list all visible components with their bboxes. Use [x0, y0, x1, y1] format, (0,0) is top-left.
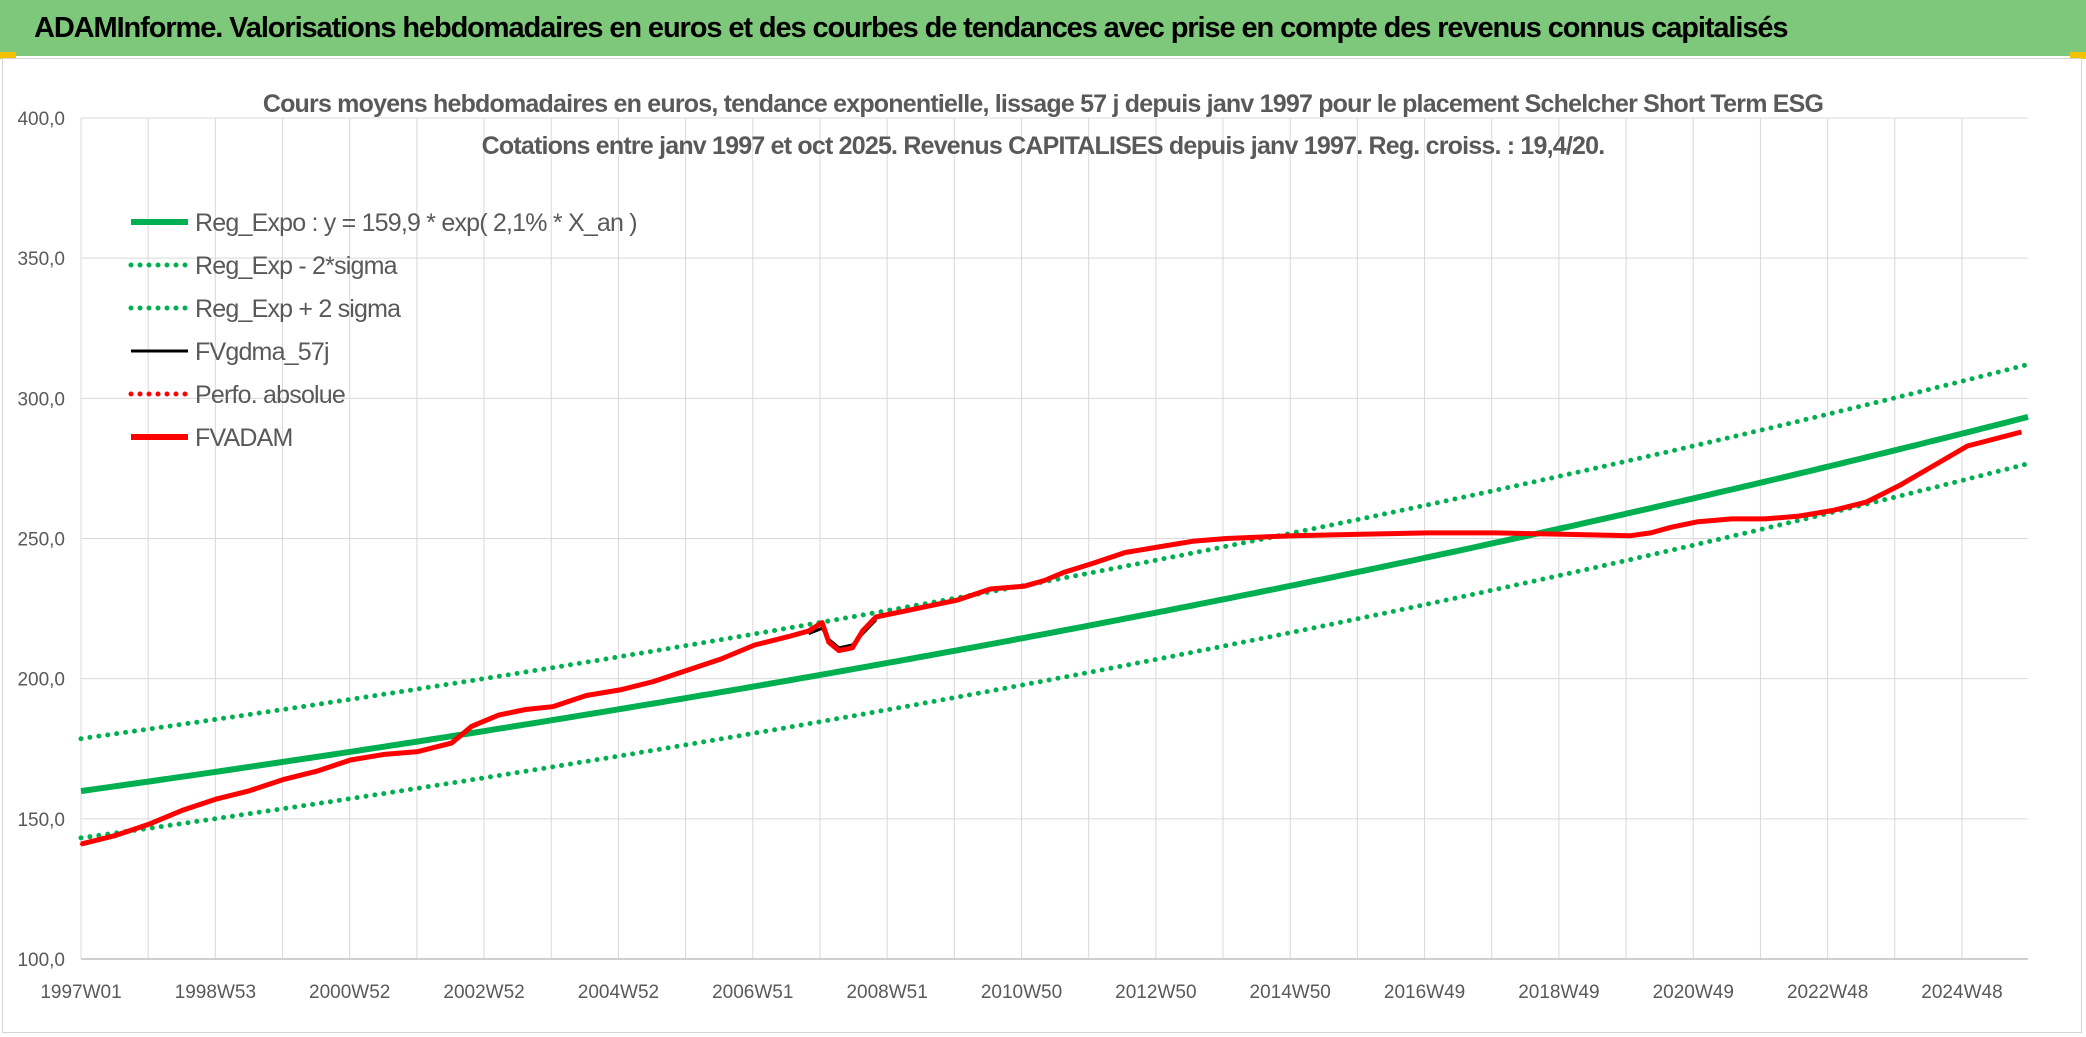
legend-label-perfo: Perfo. absolue — [195, 381, 345, 409]
series-lines — [78, 362, 2031, 847]
axis-labels: 100,0 150,0 200,0 250,0 300,0 350,0 400,0 1997W… — [17, 109, 2002, 1003]
perfo-absolue-line — [79, 430, 2023, 846]
reg-expo-line — [80, 413, 2029, 795]
banner-title: ADAMInforme. Valorisations hebdomadaires… — [34, 11, 1789, 44]
legend-label-reg_expo: Reg_Expo : y = 159,9 * exp( 2,1% * X_an … — [195, 209, 637, 237]
legend-label-fvgdma: FVgdma_57j — [195, 338, 329, 366]
chart-title-line-1: Cours moyens hebdomadaires en euros, ten… — [263, 90, 1823, 118]
x-tick-label: 2010W50 — [981, 982, 1062, 1003]
y-tick-label: 300,0 — [17, 389, 65, 410]
legend-label-fvadam: FVADAM — [195, 424, 293, 452]
x-tick-label: 2024W48 — [1921, 982, 2002, 1003]
x-tick-label: 2022W48 — [1787, 982, 1868, 1003]
x-tick-label: 2008W51 — [846, 982, 927, 1003]
x-tick-label: 2000W52 — [309, 982, 390, 1003]
x-tick-label: 2002W52 — [443, 982, 524, 1003]
chart-frame — [2, 58, 2082, 1033]
reg-exp-plus-2sigma-line — [78, 362, 2031, 742]
banner-corner-right — [2070, 52, 2086, 59]
y-tick-label: 350,0 — [17, 249, 65, 270]
x-tick-label: 2004W52 — [578, 982, 659, 1003]
x-tick-label: 2014W50 — [1250, 982, 1331, 1003]
report-banner: ADAMInforme. Valorisations hebdomadaires… — [0, 0, 2086, 56]
gridlines — [80, 117, 2028, 960]
x-tick-label: 1997W01 — [40, 982, 121, 1003]
legend-label-reg_minus: Reg_Exp - 2*sigma — [195, 252, 398, 280]
x-tick-label: 1998W53 — [175, 982, 256, 1003]
x-tick-label: 2012W50 — [1115, 982, 1196, 1003]
legend: Reg_Expo : y = 159,9 * exp( 2,1% * X_an … — [128, 209, 638, 452]
y-tick-label: 200,0 — [17, 670, 65, 691]
fvadam-line — [80, 429, 2022, 847]
y-tick-label: 100,0 — [17, 950, 65, 971]
x-tick-label: 2006W51 — [712, 982, 793, 1003]
banner-corner-left — [0, 52, 16, 59]
legend-label-reg_plus: Reg_Exp + 2 sigma — [195, 295, 401, 323]
chart-title-line-2: Cotations entre janv 1997 et oct 2025. R… — [482, 132, 1605, 160]
x-tick-label: 2016W49 — [1384, 982, 1465, 1003]
y-tick-label: 250,0 — [17, 530, 65, 551]
x-tick-label: 2020W49 — [1653, 982, 1734, 1003]
y-tick-label: 400,0 — [17, 109, 65, 130]
x-tick-label: 2018W49 — [1518, 982, 1599, 1003]
y-tick-label: 150,0 — [17, 810, 65, 831]
